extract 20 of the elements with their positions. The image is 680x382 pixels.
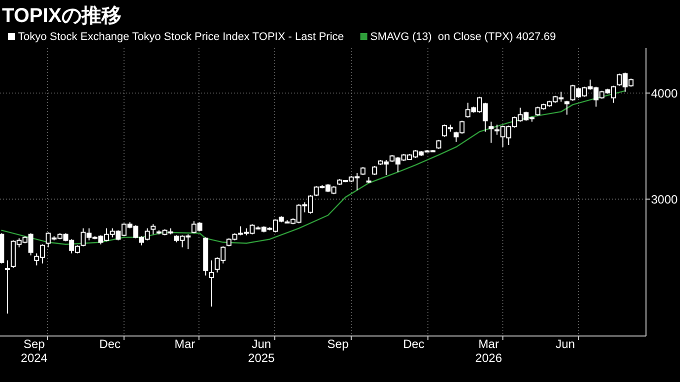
x-tick-label: Sep bbox=[327, 337, 349, 351]
candlestick bbox=[436, 139, 442, 150]
line-series bbox=[1, 90, 626, 245]
y-tick-label: 4000 bbox=[651, 86, 678, 100]
x-tick-label: Mar bbox=[174, 337, 196, 351]
x-tick-label: Jun bbox=[556, 337, 575, 351]
candlestick bbox=[488, 121, 494, 144]
candlestick bbox=[564, 100, 570, 116]
x-tick-label: Dec bbox=[403, 337, 424, 351]
candlestick bbox=[150, 224, 156, 235]
x-tick-label: Mar 2026 bbox=[475, 337, 502, 365]
candlestick bbox=[4, 260, 10, 314]
x-tick-label: Dec bbox=[99, 337, 121, 351]
legend-label: SMAVG (13) on Close (TPX) 4027.69 bbox=[370, 31, 556, 43]
legend-label: Tokyo Stock Exchange Tokyo Stock Price Index TOPIX - Last Price bbox=[18, 31, 344, 43]
y-tick-label: 3000 bbox=[651, 192, 678, 206]
x-tick-label: Jun 2025 bbox=[248, 337, 276, 365]
candlestick bbox=[208, 260, 214, 308]
chart-title: TOPIXの推移 bbox=[2, 5, 122, 27]
x-tick-label: Sep 2024 bbox=[20, 337, 48, 365]
